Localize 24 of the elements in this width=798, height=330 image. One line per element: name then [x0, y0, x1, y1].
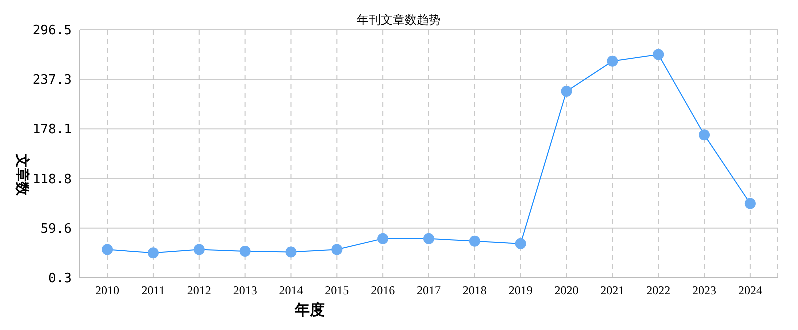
x-tick-label: 2011 — [142, 284, 166, 298]
x-tick-label: 2018 — [462, 284, 487, 298]
y-tick-label: 59.6 — [40, 222, 72, 237]
x-tick-label: 2012 — [187, 284, 212, 298]
x-tick-label: 2019 — [508, 284, 533, 298]
x-tick-label: 2024 — [738, 284, 762, 298]
x-tick-label: 2015 — [325, 284, 350, 298]
x-tick-label: 2021 — [600, 284, 625, 298]
y-tick-label: 296.5 — [32, 24, 72, 39]
y-axis-title: 文章数 — [14, 153, 32, 197]
x-tick-label: 2017 — [417, 284, 441, 298]
x-axis-title: 年度 — [294, 301, 325, 319]
y-tick-label: 237.3 — [32, 73, 72, 88]
y-tick-label: 118.8 — [32, 172, 72, 188]
x-tick-label: 2014 — [279, 284, 304, 298]
y-tick-label: 0.3 — [48, 272, 72, 287]
x-tick-label: 2020 — [554, 284, 579, 298]
x-tick-label: 2022 — [646, 284, 671, 298]
chart-title: 年刊文章数趋势 — [357, 13, 441, 27]
x-tick-label: 2023 — [692, 284, 717, 298]
x-tick-label: 2016 — [371, 284, 396, 298]
x-tick-label: 2010 — [96, 284, 120, 298]
y-tick-label: 178.1 — [32, 122, 72, 138]
x-tick-label: 2013 — [233, 284, 258, 298]
